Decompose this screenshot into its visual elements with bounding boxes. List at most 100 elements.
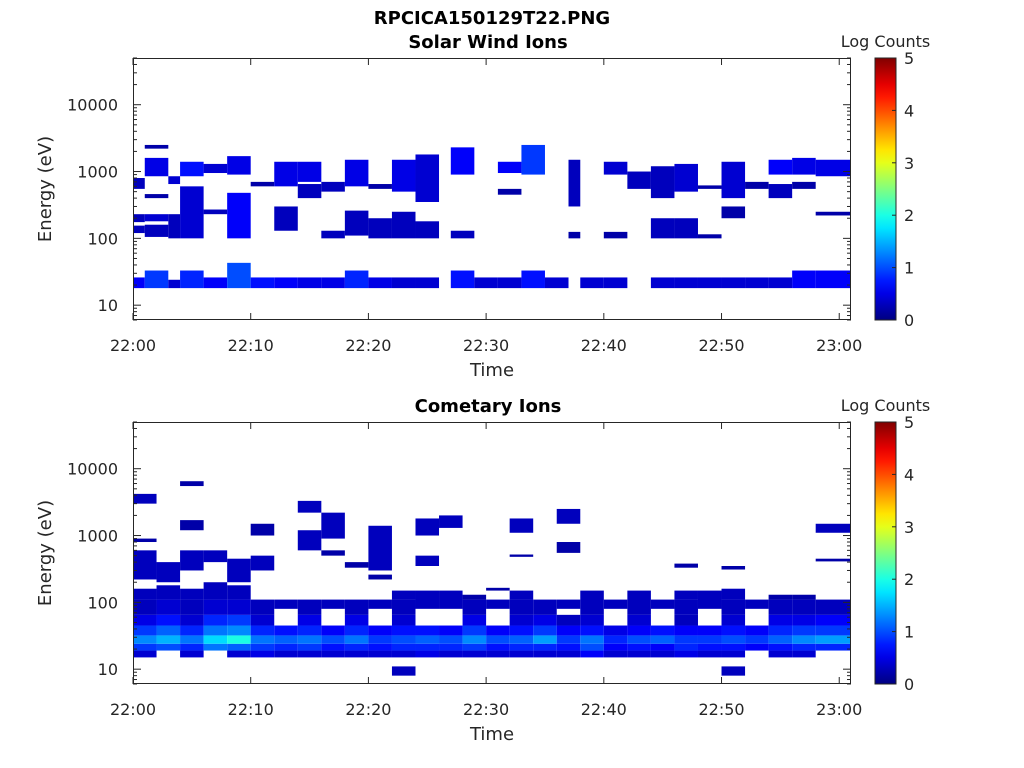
heatmap-cell — [415, 643, 440, 651]
heatmap-cell — [603, 635, 628, 644]
heatmap-cell — [180, 520, 204, 531]
heatmap-cell — [556, 508, 581, 524]
heatmap-cell — [144, 144, 169, 149]
heatmap-cell — [721, 566, 746, 570]
heatmap-cell — [544, 277, 569, 289]
plot-frame — [133, 58, 851, 320]
heatmap-cell — [250, 277, 275, 289]
heatmap-cell — [297, 500, 322, 513]
heatmap-cell — [603, 161, 628, 175]
heatmap-cell — [650, 599, 675, 609]
heatmap-cell — [180, 270, 204, 289]
x-tick-label: 22:10 — [228, 336, 274, 355]
plot-frame — [133, 422, 851, 684]
heatmap-cell — [344, 625, 369, 636]
heatmap-cell — [156, 635, 181, 644]
heatmap-cell — [697, 234, 722, 239]
heatmap-cell — [474, 277, 498, 289]
heatmap-cell — [721, 599, 746, 615]
heatmap-cell — [509, 625, 534, 636]
y-tick-label: 10000 — [67, 96, 118, 115]
heatmap-cell — [792, 650, 816, 658]
heatmap-cell — [486, 599, 510, 609]
heatmap-cell — [368, 277, 392, 289]
heatmap-cell — [815, 270, 851, 289]
heatmap-cell — [203, 614, 228, 626]
colorbar-label: Log Counts — [841, 396, 931, 415]
heatmap-cell — [792, 635, 816, 644]
heatmap-cell — [156, 614, 181, 626]
heatmap-cell — [144, 194, 169, 199]
heatmap-cell — [203, 163, 228, 174]
heatmap-cell — [721, 635, 746, 644]
colorbar-tick-label: 1 — [904, 259, 914, 278]
heatmap-cell — [815, 558, 851, 562]
heatmap-cell — [391, 211, 416, 239]
x-axis-label: Time — [469, 724, 514, 745]
heatmap-cell — [768, 184, 793, 199]
heatmap-cell — [203, 550, 228, 563]
heatmap-cell — [297, 625, 322, 636]
heatmap-cell — [815, 635, 851, 644]
heatmap-cell — [321, 635, 345, 644]
heatmap-cell — [415, 635, 440, 644]
heatmap-cell — [133, 643, 157, 651]
heatmap-cell — [344, 650, 369, 658]
heatmap-cell — [462, 594, 487, 600]
heatmap-cell — [227, 156, 251, 175]
heatmap-cell — [650, 166, 675, 199]
heatmap-cell — [450, 230, 475, 239]
y-tick-label: 10 — [98, 660, 118, 679]
heatmap-cell — [321, 181, 345, 192]
heatmap-cell — [603, 643, 628, 651]
heatmap-cell — [391, 666, 416, 676]
heatmap-cell — [274, 635, 298, 644]
heatmap-cell — [792, 625, 816, 636]
heatmap-cell — [462, 650, 487, 658]
x-axis-label: Time — [469, 360, 514, 381]
heatmap-cell — [168, 214, 181, 239]
heatmap-cell — [344, 643, 369, 651]
heatmap-cell — [133, 538, 157, 543]
heatmap-cell — [344, 599, 369, 615]
heatmap-cell — [227, 558, 251, 583]
heatmap-cell — [486, 650, 510, 658]
heatmap-cell — [556, 650, 581, 658]
heatmap-cell — [203, 599, 228, 615]
heatmap-cell — [462, 635, 487, 644]
heatmap-cell — [768, 625, 793, 636]
heatmap-cell — [439, 625, 463, 636]
heatmap-cell — [250, 599, 275, 615]
heatmap-cell — [815, 614, 851, 626]
heatmap-cell — [156, 562, 181, 583]
heatmap-cell — [486, 635, 510, 644]
heatmap-cell — [697, 625, 722, 636]
x-tick-label: 22:20 — [345, 700, 391, 719]
y-tick-label: 100 — [87, 229, 118, 248]
heatmap-cell — [533, 614, 557, 626]
heatmap-cell — [368, 643, 392, 651]
heatmap-cell — [227, 614, 251, 626]
heatmap-cell — [203, 582, 228, 600]
heatmap-cell — [344, 210, 369, 236]
heatmap-cell — [815, 643, 851, 651]
heatmap-cell — [697, 277, 722, 289]
colorbar-tick-label: 5 — [904, 49, 914, 68]
heatmap-cell — [321, 230, 345, 239]
heatmap-cell — [274, 650, 298, 658]
heatmap-cell — [321, 512, 345, 539]
x-tick-label: 22:00 — [110, 336, 156, 355]
heatmap-cell — [344, 635, 369, 644]
heatmap-cell — [439, 650, 463, 658]
y-tick-label: 100 — [87, 593, 118, 612]
heatmap-cell — [321, 643, 345, 651]
heatmap-cell — [391, 590, 416, 600]
heatmap-cell — [556, 599, 581, 609]
y-tick-label: 10 — [98, 296, 118, 315]
y-tick-label: 1000 — [77, 527, 118, 546]
x-tick-label: 22:50 — [698, 336, 744, 355]
x-tick-label: 22:10 — [228, 700, 274, 719]
heatmap-cell — [274, 599, 298, 609]
heatmap-cell — [509, 599, 534, 615]
heatmap-cell — [745, 635, 769, 644]
